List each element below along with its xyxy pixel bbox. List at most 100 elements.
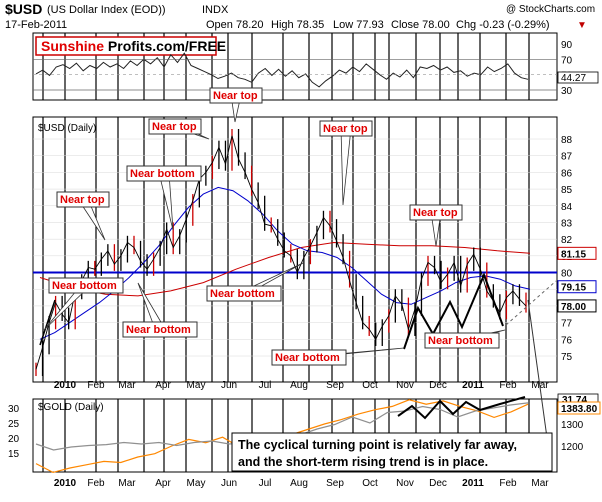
brand-part1: Sunshine <box>41 38 104 54</box>
gold-month-label: Feb <box>499 478 517 489</box>
gold-month-label: 2011 <box>462 478 484 489</box>
change-value: Chg -0.23 (-0.29%) <box>456 19 550 31</box>
price-month-label: Aug <box>290 380 308 391</box>
near-bottom-1-label: Near bottom <box>52 280 117 292</box>
near-bottom-6-box <box>424 332 500 349</box>
gold-month-label: Feb <box>87 478 105 489</box>
silver-value-label: 31.74 <box>562 395 587 406</box>
near-bottom-2-label: Near bottom <box>126 324 191 336</box>
rsi-tick-label: 90 <box>561 40 573 51</box>
price-month-label: Dec <box>429 380 447 391</box>
close-value: Close 78.00 <box>391 19 450 31</box>
near-top-1-box <box>56 191 110 208</box>
brand-logo: Sunshine Profits.com/FREE <box>35 36 226 56</box>
silver-tick-label: 25 <box>8 419 20 430</box>
rsi-tick-label: 70 <box>561 55 573 66</box>
price-tick-label: 84 <box>561 202 573 213</box>
price-month-label: Feb <box>499 380 517 391</box>
near-top-3-label: Near top <box>213 90 258 102</box>
gold-month-label: Mar <box>118 478 136 489</box>
price-line <box>35 135 527 370</box>
near-top-1-label: Near top <box>60 194 105 206</box>
gold-month-label: 2010 <box>54 478 77 489</box>
note-line-1: The cyclical turning point is relatively… <box>238 438 517 452</box>
rsi-line <box>35 52 529 88</box>
rsi-tick-label: 30 <box>561 86 573 97</box>
price-panel-title: $USD (Daily) <box>38 123 96 134</box>
trend-zigzag <box>403 272 504 350</box>
rsi-last-label: 44.27 <box>561 73 586 84</box>
near-top-5-label: Near top <box>413 207 458 219</box>
near-top-4-box <box>319 120 373 137</box>
chart-date: 17-Feb-2011 <box>5 19 67 31</box>
gold-value-box <box>557 401 601 415</box>
near-top-2-label: Near top <box>152 121 197 133</box>
near-bottom-1-box <box>48 277 124 294</box>
value-tag-box <box>557 246 597 260</box>
price-tick-label: 77 <box>561 319 573 330</box>
gold-month-label: Oct <box>362 478 378 489</box>
price-month-label: Oct <box>362 380 378 391</box>
price-month-label: Jun <box>221 380 237 391</box>
price-tick-label: 87 <box>561 152 573 163</box>
near-bottom-5-box <box>271 349 347 366</box>
gold-month-label: Sep <box>326 478 344 489</box>
near-top-2-box <box>148 118 202 135</box>
price-month-label: Feb <box>87 380 105 391</box>
brand-part2: Profits.com/FREE <box>104 38 226 54</box>
price-month-label: Sep <box>326 380 344 391</box>
price-month-label: Nov <box>396 380 414 391</box>
price-month-label: Mar <box>118 380 136 391</box>
gold-month-label: Apr <box>155 478 171 489</box>
price-value-tags: 81.15 79.15 78.00 <box>557 246 597 313</box>
value-tag-box <box>557 280 597 294</box>
annotation-layer: Near bottom Near bottom Near top Near botto… <box>43 87 549 446</box>
price-x-axis: 2010 Feb Mar Apr May Jun Jul Aug Sep Oct Nov Dec 201… <box>54 380 549 391</box>
price-month-label: Mar <box>531 380 549 391</box>
svg-text:Sunshine Profits.com/FREE: Sunshine Profits.com/FREE <box>41 38 226 54</box>
price-month-label: May <box>187 380 206 391</box>
ma200-line <box>39 241 531 297</box>
price-layer <box>33 128 557 377</box>
price-tick-label: 86 <box>561 168 573 179</box>
price-month-label: Apr <box>155 380 171 391</box>
price-tick-label: 85 <box>561 185 573 196</box>
value-tag-label: 81.15 <box>561 249 586 260</box>
price-month-label: 2011 <box>462 380 484 391</box>
price-month-label: 2010 <box>54 380 77 391</box>
near-bottom-5-label: Near bottom <box>275 352 340 364</box>
gold-value-label: 1383.80 <box>561 404 598 415</box>
chart-subtitle: (US Dollar Index (EOD)) <box>47 4 166 16</box>
early-trend-segment <box>39 299 56 346</box>
price-tick-label: 82 <box>561 235 573 246</box>
silver-tick-label: 30 <box>8 404 20 415</box>
gold-month-label: Jun <box>221 478 237 489</box>
gold-axis: 30 25 20 15 1300 1200 <box>8 404 584 460</box>
gold-month-label: Jul <box>259 478 272 489</box>
price-tick-label: 88 <box>561 135 573 146</box>
watermark: @ StockCharts.com <box>506 4 595 15</box>
near-bottom-4-label: Near bottom <box>210 288 275 300</box>
chart-header: $USD (US Dollar Index (EOD)) INDX @ Stoc… <box>5 1 595 31</box>
commentary-note: The cyclical turning point is relatively… <box>231 432 553 472</box>
price-tick-label: 75 <box>561 352 573 363</box>
gold-month-label: Nov <box>396 478 414 489</box>
gold-tick-label: 1300 <box>561 420 584 431</box>
near-bottom-2-box <box>122 321 198 338</box>
gold-panel-title: $GOLD (Daily) <box>38 402 104 413</box>
price-tick-label: 83 <box>561 218 573 229</box>
silver-tick-label: 15 <box>8 449 20 460</box>
price-month-label: Jul <box>259 380 272 391</box>
note-line-2: and the short-term rising trend is in pl… <box>238 455 488 469</box>
low-value: Low 77.93 <box>333 19 384 31</box>
gold-month-label: Aug <box>290 478 308 489</box>
gold-month-label: Mar <box>531 478 549 489</box>
near-top-3-box <box>209 87 263 104</box>
open-value: Open 78.20 <box>206 19 264 31</box>
near-top-5-box <box>409 204 463 221</box>
near-bottom-3-box <box>126 165 202 182</box>
price-tick-label: 76 <box>561 335 573 346</box>
high-value: High 78.35 <box>271 19 324 31</box>
price-tick-label: 80 <box>561 269 573 280</box>
